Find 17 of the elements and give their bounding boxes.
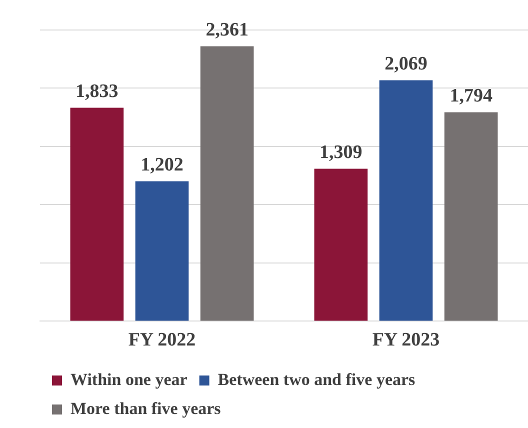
legend-label: Between two and five years bbox=[218, 370, 416, 389]
data-label: 2,069 bbox=[384, 54, 428, 75]
data-label: 2,361 bbox=[206, 20, 248, 41]
data-label: 1,794 bbox=[450, 86, 493, 107]
bar bbox=[200, 46, 254, 321]
bar bbox=[70, 108, 124, 321]
bar bbox=[444, 112, 498, 321]
bar bbox=[379, 80, 433, 321]
data-label: 1,833 bbox=[76, 81, 118, 102]
legend-label: More than five years bbox=[70, 398, 222, 418]
legend-label: Within one year bbox=[70, 370, 188, 389]
data-label: 1,309 bbox=[320, 142, 362, 164]
x-tick-label: FY 2023 bbox=[372, 330, 440, 351]
data-label: 1,202 bbox=[140, 154, 184, 176]
bar bbox=[314, 168, 368, 321]
bar bbox=[135, 181, 189, 321]
x-tick-label: FY 2022 bbox=[128, 330, 196, 351]
